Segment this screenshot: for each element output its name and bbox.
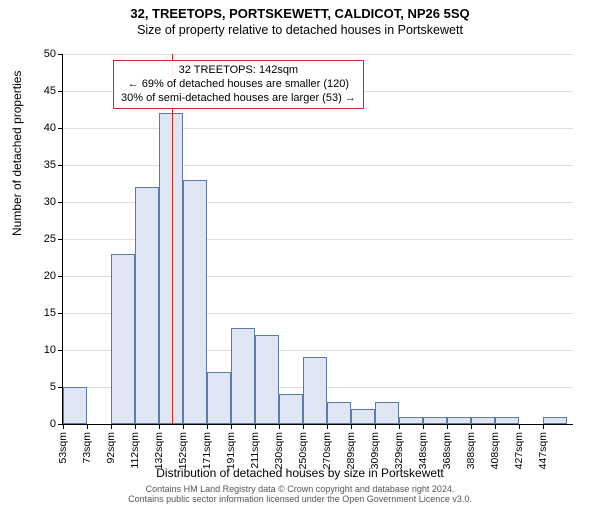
x-tick-label: 348sqm [417, 432, 429, 469]
y-tick-label: 30 [44, 196, 56, 208]
y-tick-label: 40 [44, 122, 56, 134]
x-tick [159, 424, 160, 429]
x-axis-title: Distribution of detached houses by size … [0, 466, 600, 480]
chart-title-sub: Size of property relative to detached ho… [0, 23, 600, 37]
x-tick-label: 329sqm [393, 432, 405, 469]
x-tick-label: 289sqm [345, 432, 357, 469]
histogram-bar [543, 417, 567, 424]
x-tick-label: 250sqm [297, 432, 309, 469]
y-tick-label: 10 [44, 344, 56, 356]
y-tick [58, 276, 63, 277]
gridline-h [63, 165, 573, 166]
y-tick [58, 202, 63, 203]
y-tick [58, 239, 63, 240]
footer-attribution: Contains HM Land Registry data © Crown c… [0, 484, 600, 505]
x-tick [519, 424, 520, 429]
x-tick [183, 424, 184, 429]
x-tick-label: 171sqm [201, 432, 213, 469]
histogram-bar [303, 357, 327, 424]
reference-line [172, 54, 173, 424]
x-tick [399, 424, 400, 429]
y-tick-label: 25 [44, 233, 56, 245]
histogram-bar [375, 402, 399, 424]
y-tick [58, 128, 63, 129]
histogram-bar [231, 328, 255, 424]
x-tick [207, 424, 208, 429]
x-tick [111, 424, 112, 429]
histogram-bar [447, 417, 471, 424]
x-tick [279, 424, 280, 429]
x-tick [135, 424, 136, 429]
x-tick-label: 73sqm [81, 432, 93, 464]
histogram-bar [207, 372, 231, 424]
x-tick [543, 424, 544, 429]
y-tick-label: 50 [44, 48, 56, 60]
y-tick [58, 350, 63, 351]
y-axis-title: Number of detached properties [10, 71, 24, 236]
x-tick [255, 424, 256, 429]
x-tick [303, 424, 304, 429]
x-tick-label: 309sqm [369, 432, 381, 469]
x-tick-label: 53sqm [57, 432, 69, 464]
chart-area: 53sqm73sqm92sqm112sqm132sqm152sqm171sqm1… [62, 54, 572, 424]
x-tick-label: 152sqm [177, 432, 189, 469]
x-tick-label: 447sqm [537, 432, 549, 469]
x-tick-label: 132sqm [153, 432, 165, 469]
y-tick [58, 54, 63, 55]
histogram-bar [135, 187, 159, 424]
annotation-line: 32 TREETOPS: 142sqm [121, 64, 356, 78]
x-tick-label: 408sqm [489, 432, 501, 469]
histogram-bar [159, 113, 183, 424]
x-tick-label: 388sqm [465, 432, 477, 469]
x-tick [423, 424, 424, 429]
y-tick-label: 0 [50, 418, 56, 430]
x-tick-label: 191sqm [225, 432, 237, 469]
x-tick [63, 424, 64, 429]
y-tick [58, 165, 63, 166]
histogram-bar [63, 387, 87, 424]
histogram-bar [399, 417, 423, 424]
x-tick [327, 424, 328, 429]
x-tick [231, 424, 232, 429]
x-tick-label: 368sqm [441, 432, 453, 469]
x-tick [87, 424, 88, 429]
plot-region: 53sqm73sqm92sqm112sqm132sqm152sqm171sqm1… [62, 54, 573, 425]
y-tick-label: 20 [44, 270, 56, 282]
x-tick-label: 211sqm [249, 432, 261, 469]
x-tick-label: 92sqm [105, 432, 117, 464]
y-tick-label: 45 [44, 85, 56, 97]
histogram-bar [495, 417, 519, 424]
annotation-line: ← 69% of detached houses are smaller (12… [121, 78, 356, 92]
histogram-bar [351, 409, 375, 424]
y-tick-label: 15 [44, 307, 56, 319]
x-tick [447, 424, 448, 429]
chart-title-main: 32, TREETOPS, PORTSKEWETT, CALDICOT, NP2… [0, 6, 600, 21]
y-tick [58, 313, 63, 314]
histogram-bar [423, 417, 447, 424]
y-tick [58, 91, 63, 92]
gridline-h [63, 54, 573, 55]
x-tick [375, 424, 376, 429]
x-tick-label: 230sqm [273, 432, 285, 469]
histogram-bar [183, 180, 207, 424]
histogram-bar [279, 394, 303, 424]
histogram-bar [471, 417, 495, 424]
x-tick [495, 424, 496, 429]
x-tick-label: 112sqm [129, 432, 141, 469]
histogram-bar [255, 335, 279, 424]
y-tick-label: 5 [50, 381, 56, 393]
y-tick-label: 35 [44, 159, 56, 171]
footer-line-1: Contains HM Land Registry data © Crown c… [0, 484, 600, 494]
x-tick-label: 427sqm [513, 432, 525, 469]
x-tick-label: 270sqm [321, 432, 333, 469]
histogram-bar [327, 402, 351, 424]
gridline-h [63, 128, 573, 129]
x-tick [471, 424, 472, 429]
annotation-line: 30% of semi-detached houses are larger (… [121, 92, 356, 106]
x-tick [351, 424, 352, 429]
annotation-box: 32 TREETOPS: 142sqm← 69% of detached hou… [113, 60, 364, 109]
histogram-bar [111, 254, 135, 424]
